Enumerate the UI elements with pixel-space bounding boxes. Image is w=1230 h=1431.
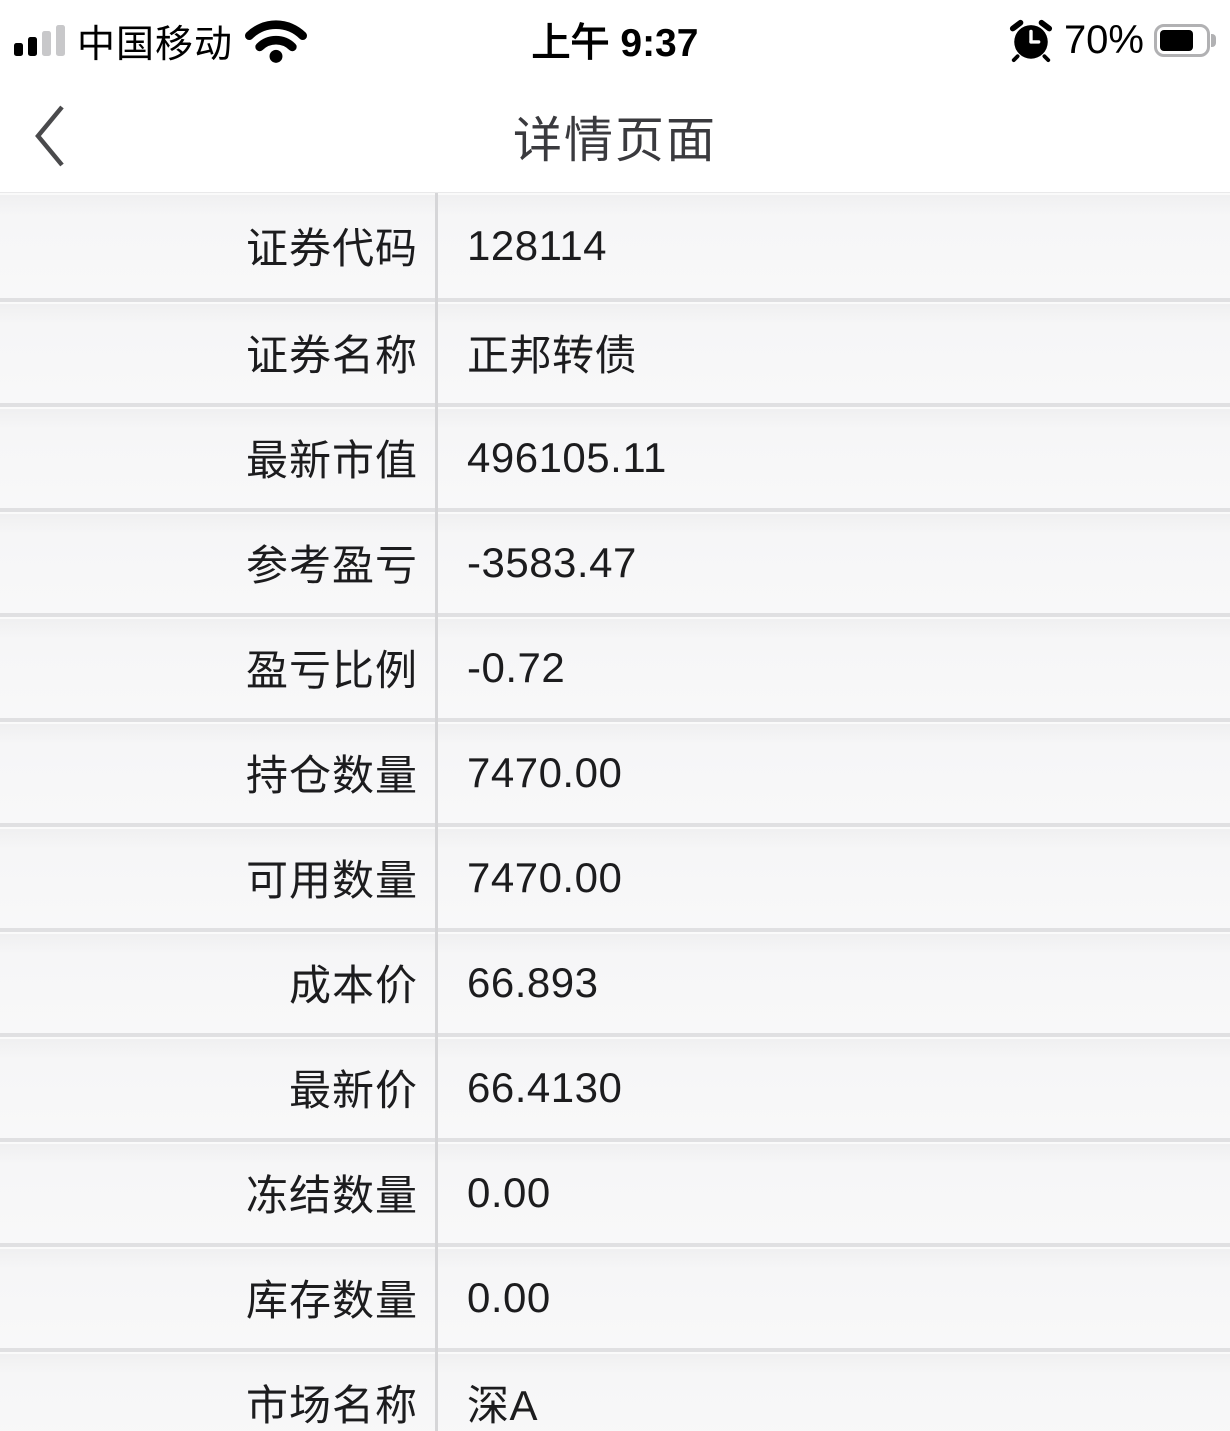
row-label: 参考盈亏: [245, 542, 418, 589]
alarm-clock-icon: [1008, 17, 1054, 63]
row-value: 128114: [467, 221, 608, 269]
table-row: 参考盈亏 -3583.47: [0, 508, 1230, 613]
row-label: 市场名称: [245, 1382, 418, 1429]
row-value: -0.72: [467, 643, 566, 691]
row-label: 冻结数量: [245, 1172, 418, 1219]
column-divider: [435, 193, 438, 1431]
table-row: 盈亏比例 -0.72: [0, 613, 1230, 718]
table-row: 证券名称 正邦转债: [0, 298, 1230, 403]
status-right-group: 70%: [1008, 17, 1216, 63]
table-row: 可用数量 7470.00: [0, 823, 1230, 928]
battery-fill: [1160, 29, 1193, 51]
row-value: 0.00: [467, 1168, 551, 1216]
status-left-group: 中国移动: [14, 13, 308, 68]
row-value: -3583.47: [467, 538, 637, 586]
wifi-icon: [245, 16, 308, 64]
row-label: 盈亏比例: [245, 647, 418, 694]
row-label: 最新价: [288, 1067, 418, 1114]
nav-bar: 详情页面: [0, 80, 1230, 192]
row-label: 库存数量: [245, 1277, 418, 1324]
row-value: 496105.11: [467, 433, 667, 481]
back-button[interactable]: [22, 98, 78, 174]
carrier-label: 中国移动: [77, 23, 234, 66]
table-row: 市场名称 深A: [0, 1348, 1230, 1431]
table-row: 最新价 66.4130: [0, 1033, 1230, 1138]
table-row: 库存数量 0.00: [0, 1243, 1230, 1348]
row-label: 证券名称: [245, 332, 418, 379]
row-label: 成本价: [288, 962, 418, 1009]
table-row: 持仓数量 7470.00: [0, 718, 1230, 823]
row-label: 证券代码: [245, 225, 418, 272]
row-label: 可用数量: [245, 857, 418, 904]
table-row: 成本价 66.893: [0, 928, 1230, 1033]
battery-icon: [1154, 23, 1216, 57]
page-title: 详情页面: [512, 113, 717, 168]
row-label: 最新市值: [245, 437, 418, 484]
row-value: 深A: [467, 1382, 539, 1429]
details-table: 证券代码 128114 证券名称 正邦转债 最新市值 496105.11 参考盈…: [0, 192, 1230, 1431]
table-row: 最新市值 496105.11: [0, 403, 1230, 508]
chevron-left-icon: [33, 103, 67, 169]
battery-percent-label: 70%: [1063, 17, 1144, 62]
table-row: 冻结数量 0.00: [0, 1138, 1230, 1243]
row-value: 7470.00: [467, 853, 623, 901]
clock-label: 上午 9:37: [531, 22, 699, 65]
row-label: 持仓数量: [245, 752, 418, 799]
row-value: 0.00: [467, 1273, 551, 1321]
row-value: 正邦转债: [467, 332, 638, 379]
cellular-signal-icon: [14, 22, 65, 58]
status-bar: 中国移动 上午 9:37 70%: [0, 0, 1230, 80]
row-value: 7470.00: [467, 748, 623, 796]
row-value: 66.893: [467, 958, 599, 1006]
table-row: 证券代码 128114: [0, 193, 1230, 298]
row-value: 66.4130: [467, 1063, 623, 1111]
